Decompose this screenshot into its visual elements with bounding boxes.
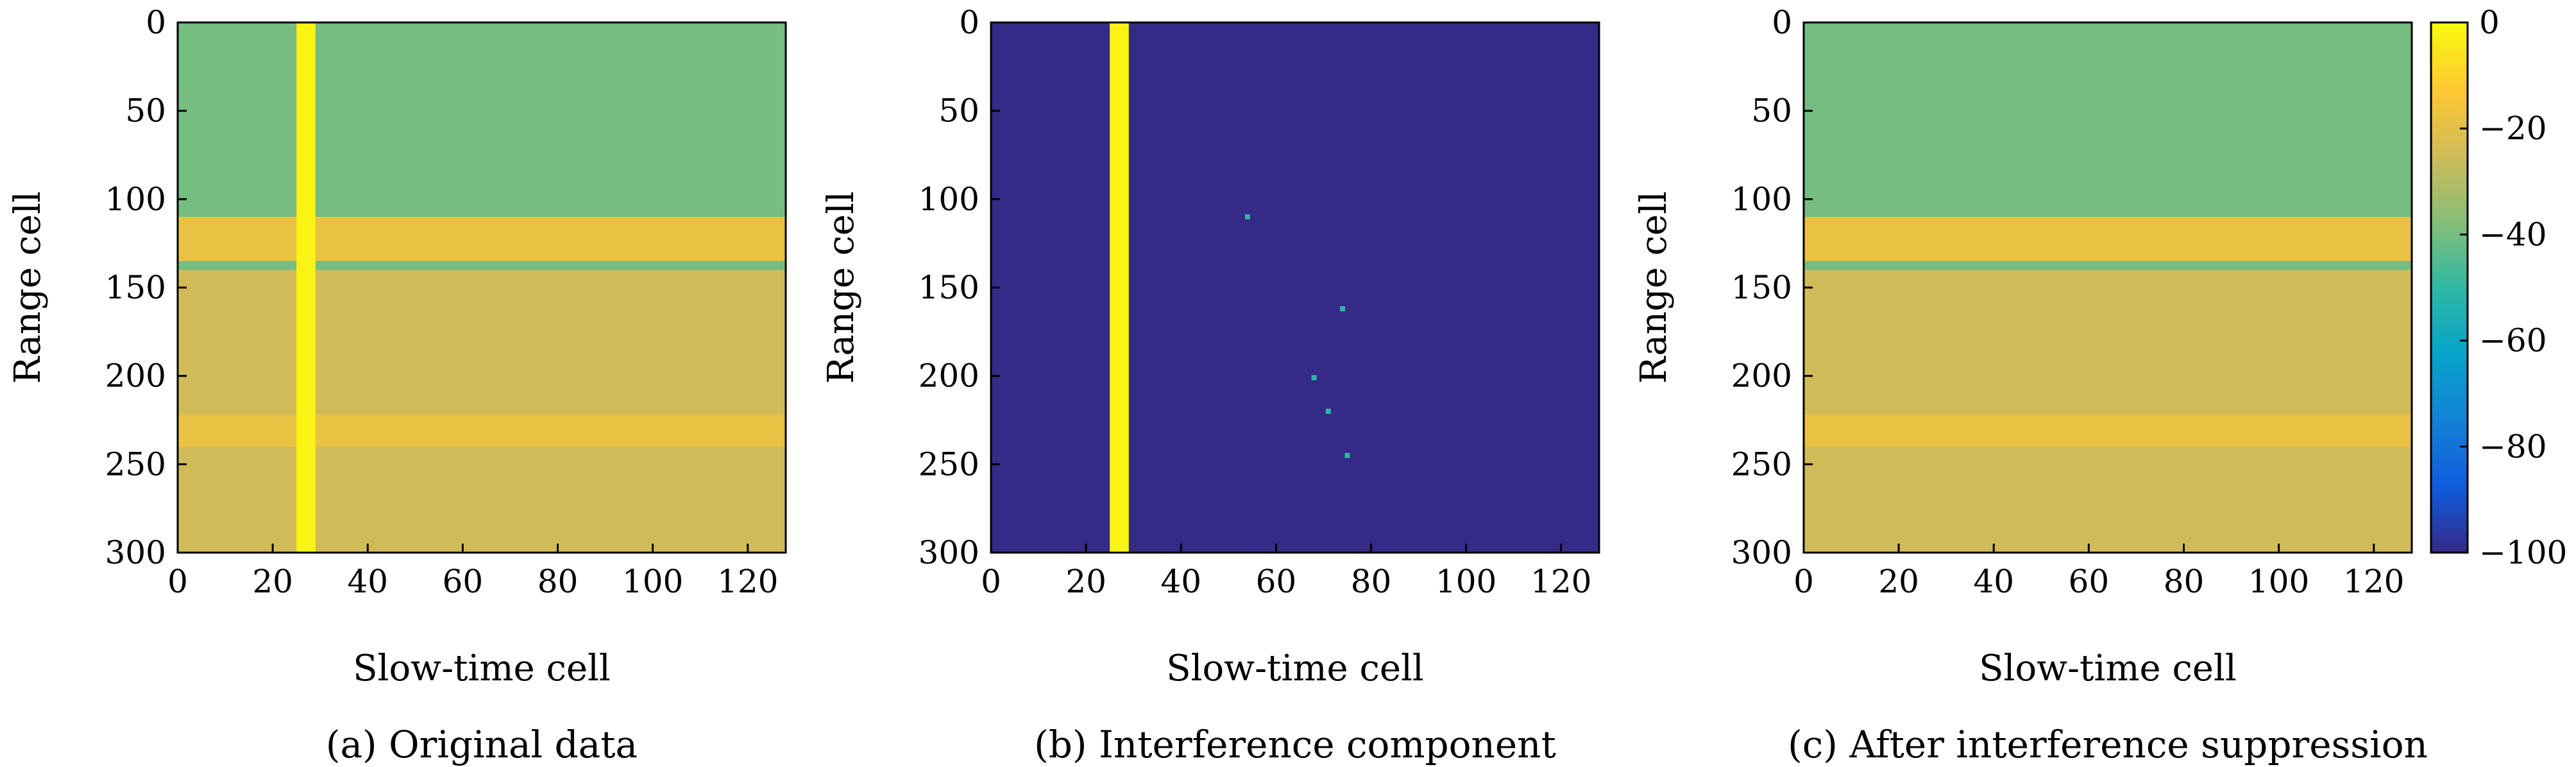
x-tick-label: 40: [1973, 563, 2014, 600]
x-tick-label: 40: [347, 563, 388, 600]
y-tick-label: 250: [1731, 445, 1792, 483]
x-tick-label: 20: [1878, 563, 1919, 600]
y-tick-label: 100: [919, 180, 979, 218]
colorbar: 0 −20 −40 −60 −80 −100: [2431, 4, 2567, 571]
x-axis-label-a: Slow-time cell: [353, 648, 611, 689]
heatmap-b: [991, 22, 1599, 553]
horizontal-band: [178, 415, 786, 447]
x-tick-label: 80: [538, 563, 579, 600]
y-tick-label: 0: [1772, 4, 1792, 41]
y-tick-label: 200: [1731, 358, 1792, 395]
y-ticks-b: 0 50 100 150 200 250 300: [919, 4, 1000, 571]
x-tick-label: 20: [1065, 563, 1106, 600]
heatmap-a: [178, 22, 786, 553]
y-tick-label: 0: [146, 4, 166, 41]
colorbar-tick-label: −60: [2479, 322, 2547, 359]
x-tick-label: 0: [1793, 563, 1814, 600]
x-axis-label-c: Slow-time cell: [1979, 648, 2237, 689]
caption-a: (a) Original data: [326, 723, 638, 766]
y-tick-label: 0: [959, 4, 979, 41]
y-ticks-c: 0 50 100 150 200 250 300: [1731, 4, 1813, 571]
y-ticks-a: 0 50 100 150 200 250 300: [105, 4, 187, 571]
panel-a: 0 20 40 60 80 100 120 0 50 100 150 200 250 300 Slow-…: [7, 4, 786, 766]
x-tick-label: 20: [252, 563, 293, 600]
x-tick-label: 60: [1256, 563, 1297, 600]
vertical-band: [1110, 22, 1129, 553]
y-tick-label: 200: [105, 358, 166, 395]
caption-c: (c) After interference suppression: [1788, 723, 2428, 766]
y-tick-label: 300: [1731, 534, 1792, 571]
x-tick-label: 0: [981, 563, 1001, 600]
y-tick-label: 50: [1751, 92, 1792, 130]
y-tick-label: 300: [919, 534, 979, 571]
y-tick-label: 250: [105, 445, 166, 483]
horizontal-band: [178, 217, 786, 261]
x-tick-label: 80: [2164, 563, 2205, 600]
x-tick-label: 120: [717, 563, 778, 600]
panel-c: 0 20 40 60 80 100 120 0 50 100 150 200 250 300 Slow-…: [1633, 4, 2428, 766]
y-tick-label: 50: [938, 92, 979, 130]
heatmap-point: [1312, 375, 1317, 380]
vertical-band: [296, 22, 316, 553]
heatmap-point: [1340, 306, 1345, 311]
x-tick-label: 60: [443, 563, 484, 600]
heatmap-point: [1344, 453, 1350, 458]
horizontal-band: [1804, 270, 2412, 553]
x-tick-label: 120: [1530, 563, 1591, 600]
colorbar-tick-label: −80: [2479, 428, 2547, 465]
x-tick-label: 100: [2248, 563, 2309, 600]
heatmap-point: [1326, 409, 1331, 414]
x-tick-label: 40: [1160, 563, 1201, 600]
x-tick-label: 60: [2069, 563, 2110, 600]
horizontal-band: [1804, 415, 2412, 447]
y-tick-label: 250: [919, 445, 979, 483]
horizontal-band: [1804, 217, 2412, 261]
colorbar-tick-label: −100: [2479, 534, 2567, 571]
y-axis-label-b: Range cell: [820, 191, 862, 384]
y-tick-label: 100: [1731, 180, 1792, 218]
colorbar-tick-label: 0: [2479, 4, 2500, 41]
y-tick-label: 200: [919, 358, 979, 395]
heatmap-background: [991, 22, 1599, 553]
y-tick-label: 300: [105, 534, 166, 571]
y-axis-label-c: Range cell: [1633, 191, 1675, 384]
x-tick-label: 80: [1351, 563, 1392, 600]
colorbar-ticks: 0 −20 −40 −60 −80 −100: [2460, 4, 2567, 571]
heatmap-point: [1245, 214, 1250, 220]
colorbar-tick-label: −20: [2479, 110, 2547, 147]
colorbar-gradient: [2431, 22, 2468, 553]
y-tick-label: 50: [125, 92, 166, 130]
x-tick-label: 100: [1436, 563, 1496, 600]
horizontal-band: [178, 270, 786, 553]
y-tick-label: 150: [105, 269, 166, 306]
caption-b: (b) Interference component: [1034, 723, 1556, 766]
colorbar-tick-label: −40: [2479, 216, 2547, 253]
x-tick-label: 120: [2343, 563, 2404, 600]
y-tick-label: 100: [105, 180, 166, 218]
y-tick-label: 150: [1731, 269, 1792, 306]
heatmap-c: [1804, 22, 2412, 553]
x-tick-label: 100: [622, 563, 683, 600]
panel-b: 0 20 40 60 80 100 120 0 50 100 150 200 250 300 Slow-…: [820, 4, 1599, 766]
y-axis-label-a: Range cell: [7, 191, 49, 384]
x-tick-label: 0: [167, 563, 188, 600]
y-tick-label: 150: [919, 269, 979, 306]
x-axis-label-b: Slow-time cell: [1166, 648, 1424, 689]
